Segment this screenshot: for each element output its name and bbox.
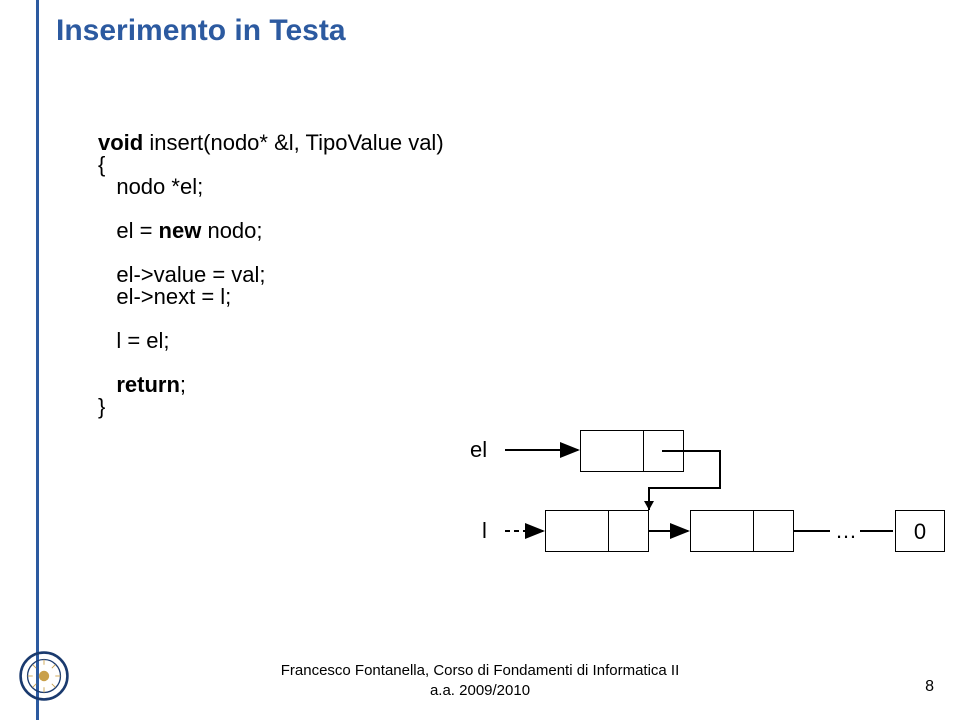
- linked-list-diagram: el l … 0: [430, 430, 950, 650]
- slide-title: Inserimento in Testa: [56, 14, 346, 48]
- footer-line2: a.a. 2009/2010: [430, 682, 530, 699]
- footer: Francesco Fontanella, Corso di Fondament…: [0, 661, 960, 700]
- vertical-rule: [36, 0, 39, 720]
- page-number: 8: [925, 678, 934, 696]
- code-block: void insert(nodo* &l, TipoValue val) { n…: [98, 132, 444, 418]
- footer-line1: Francesco Fontanella, Corso di Fondament…: [281, 662, 680, 679]
- diagram-arrows: [430, 430, 950, 650]
